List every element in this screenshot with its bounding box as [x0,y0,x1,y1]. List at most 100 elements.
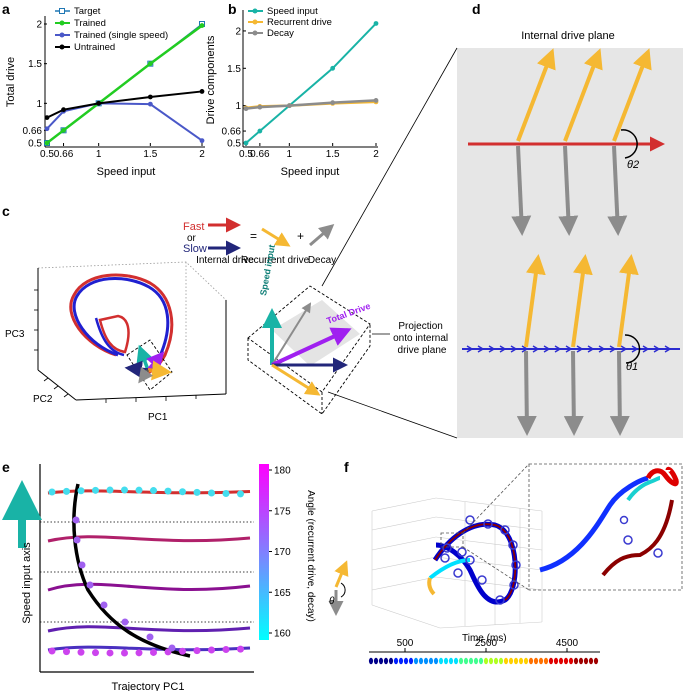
slow-drive-chevron [609,345,617,353]
slow-drive-chevron [488,345,496,353]
angle-dot [48,488,56,496]
data-point [330,100,336,106]
panel-e-trajectories [47,483,251,658]
slow-drive-chevron [653,345,661,353]
f-marker [465,515,475,525]
colorbar-tick-label: 175 [274,506,291,517]
data-point [243,140,249,146]
panel-c: c Fast or Slow Internal drive = Recurren… [2,203,448,423]
f-time-label: Time (ms) [462,633,507,644]
x-tick-label: 1 [96,149,102,160]
data-point [257,104,263,110]
f-trajectory-fast [434,523,517,601]
slow-drive-chevron [543,345,551,353]
time-color-dot [523,657,529,665]
time-color-dot [528,657,534,665]
legend-decay-arrow [309,224,335,247]
colorbar-label: Angle (recurrent drive, decay) [305,490,316,622]
angle-dot [106,649,114,657]
f-zoom-marker-3 [619,515,629,525]
time-color-dot [463,657,469,665]
x-tick-label: 2 [373,149,379,160]
x-tick-label: 0.66 [250,149,270,160]
pc-axes [37,268,227,401]
angle-dot [63,648,70,656]
f-zoom-box-small [440,532,464,548]
f-marker [440,553,450,563]
decay-arrow-top-2 [558,145,579,236]
colorbar-tick-label: 170 [274,547,291,558]
f-trajectory-orange [427,577,436,596]
angle-dot [92,649,99,657]
y-tick-label: 0.5 [227,139,241,150]
series-line [245,99,377,110]
f-marker [457,547,467,557]
slow-drive-chevron [576,345,584,353]
data-point [44,126,50,132]
time-color-dot [593,657,599,665]
f-marker [508,540,518,550]
slow-drive-chevron [477,345,485,353]
f-marker [453,568,463,578]
panel-b-legend: Speed input Recurrent drive Decay [248,6,332,39]
time-color-dot [393,657,399,665]
theta-label: θ [329,596,335,607]
time-color-dot [548,657,554,665]
y-tick-label: 2 [36,20,42,31]
legend-target: Target [74,6,101,17]
slow-drive-chevron [587,345,595,353]
colorbar-tick-label: 180 [274,466,291,477]
speed-trajectory [47,582,251,592]
angle-dot [121,618,129,626]
or-label: or [187,233,197,244]
time-color-dot [403,657,409,665]
angle-dot [100,601,108,609]
time-color-dot [553,657,559,665]
internal-drive-plane-title: Internal drive plane [521,30,615,42]
data-point [257,128,263,134]
angle-dot [135,649,143,657]
time-color-dot [483,657,489,665]
y-tick-label: 1 [235,101,241,112]
pc1-label: PC1 [148,412,168,423]
time-color-dot [578,657,584,665]
angle-dot [48,647,56,655]
time-color-dot [473,657,479,665]
y-tick-label: 0.66 [23,126,43,137]
pc-axis-ticks [34,289,197,403]
angle-dot [77,487,85,495]
legend-decay: Decay [267,28,294,39]
time-color-dot [453,657,459,665]
theta2-arc [620,129,638,159]
panel-b-y-ticks: 0.50.66 1 1.5 2 [222,26,246,150]
angle-dot [222,490,230,498]
x-tick-label: 1.5 [143,149,157,160]
panel-a-ylabel: Total drive [5,57,17,107]
time-color-dot [458,657,464,665]
slow-drive-chevron [642,345,650,353]
panel-f-label: f [344,459,349,475]
f-zoom-blue [539,475,649,573]
angle-dot [150,487,157,495]
mini-decay-arrow [138,366,154,384]
decay-arrow-top-1 [511,145,532,236]
time-color-dot [413,657,419,665]
data-point [147,94,153,100]
time-color-dot [518,657,524,665]
decay-arrow-bottom-2 [563,350,584,436]
legend-marker-trained [59,20,65,26]
panel-b-series [243,21,379,146]
recurrent-drive-vector [271,363,321,396]
time-color-dot [448,657,454,665]
f-markers [440,515,521,605]
panel-a-y-ticks: 0.5 0.66 1 1.5 2 [23,20,47,150]
angle-inset-arc [340,582,346,598]
angle-dot [121,486,128,494]
f-marker [477,575,487,585]
angle-dot [63,487,70,495]
panel-a-xlabel: Speed input [97,166,156,178]
legend-speed-input: Speed input [267,6,318,17]
data-point [373,98,379,103]
